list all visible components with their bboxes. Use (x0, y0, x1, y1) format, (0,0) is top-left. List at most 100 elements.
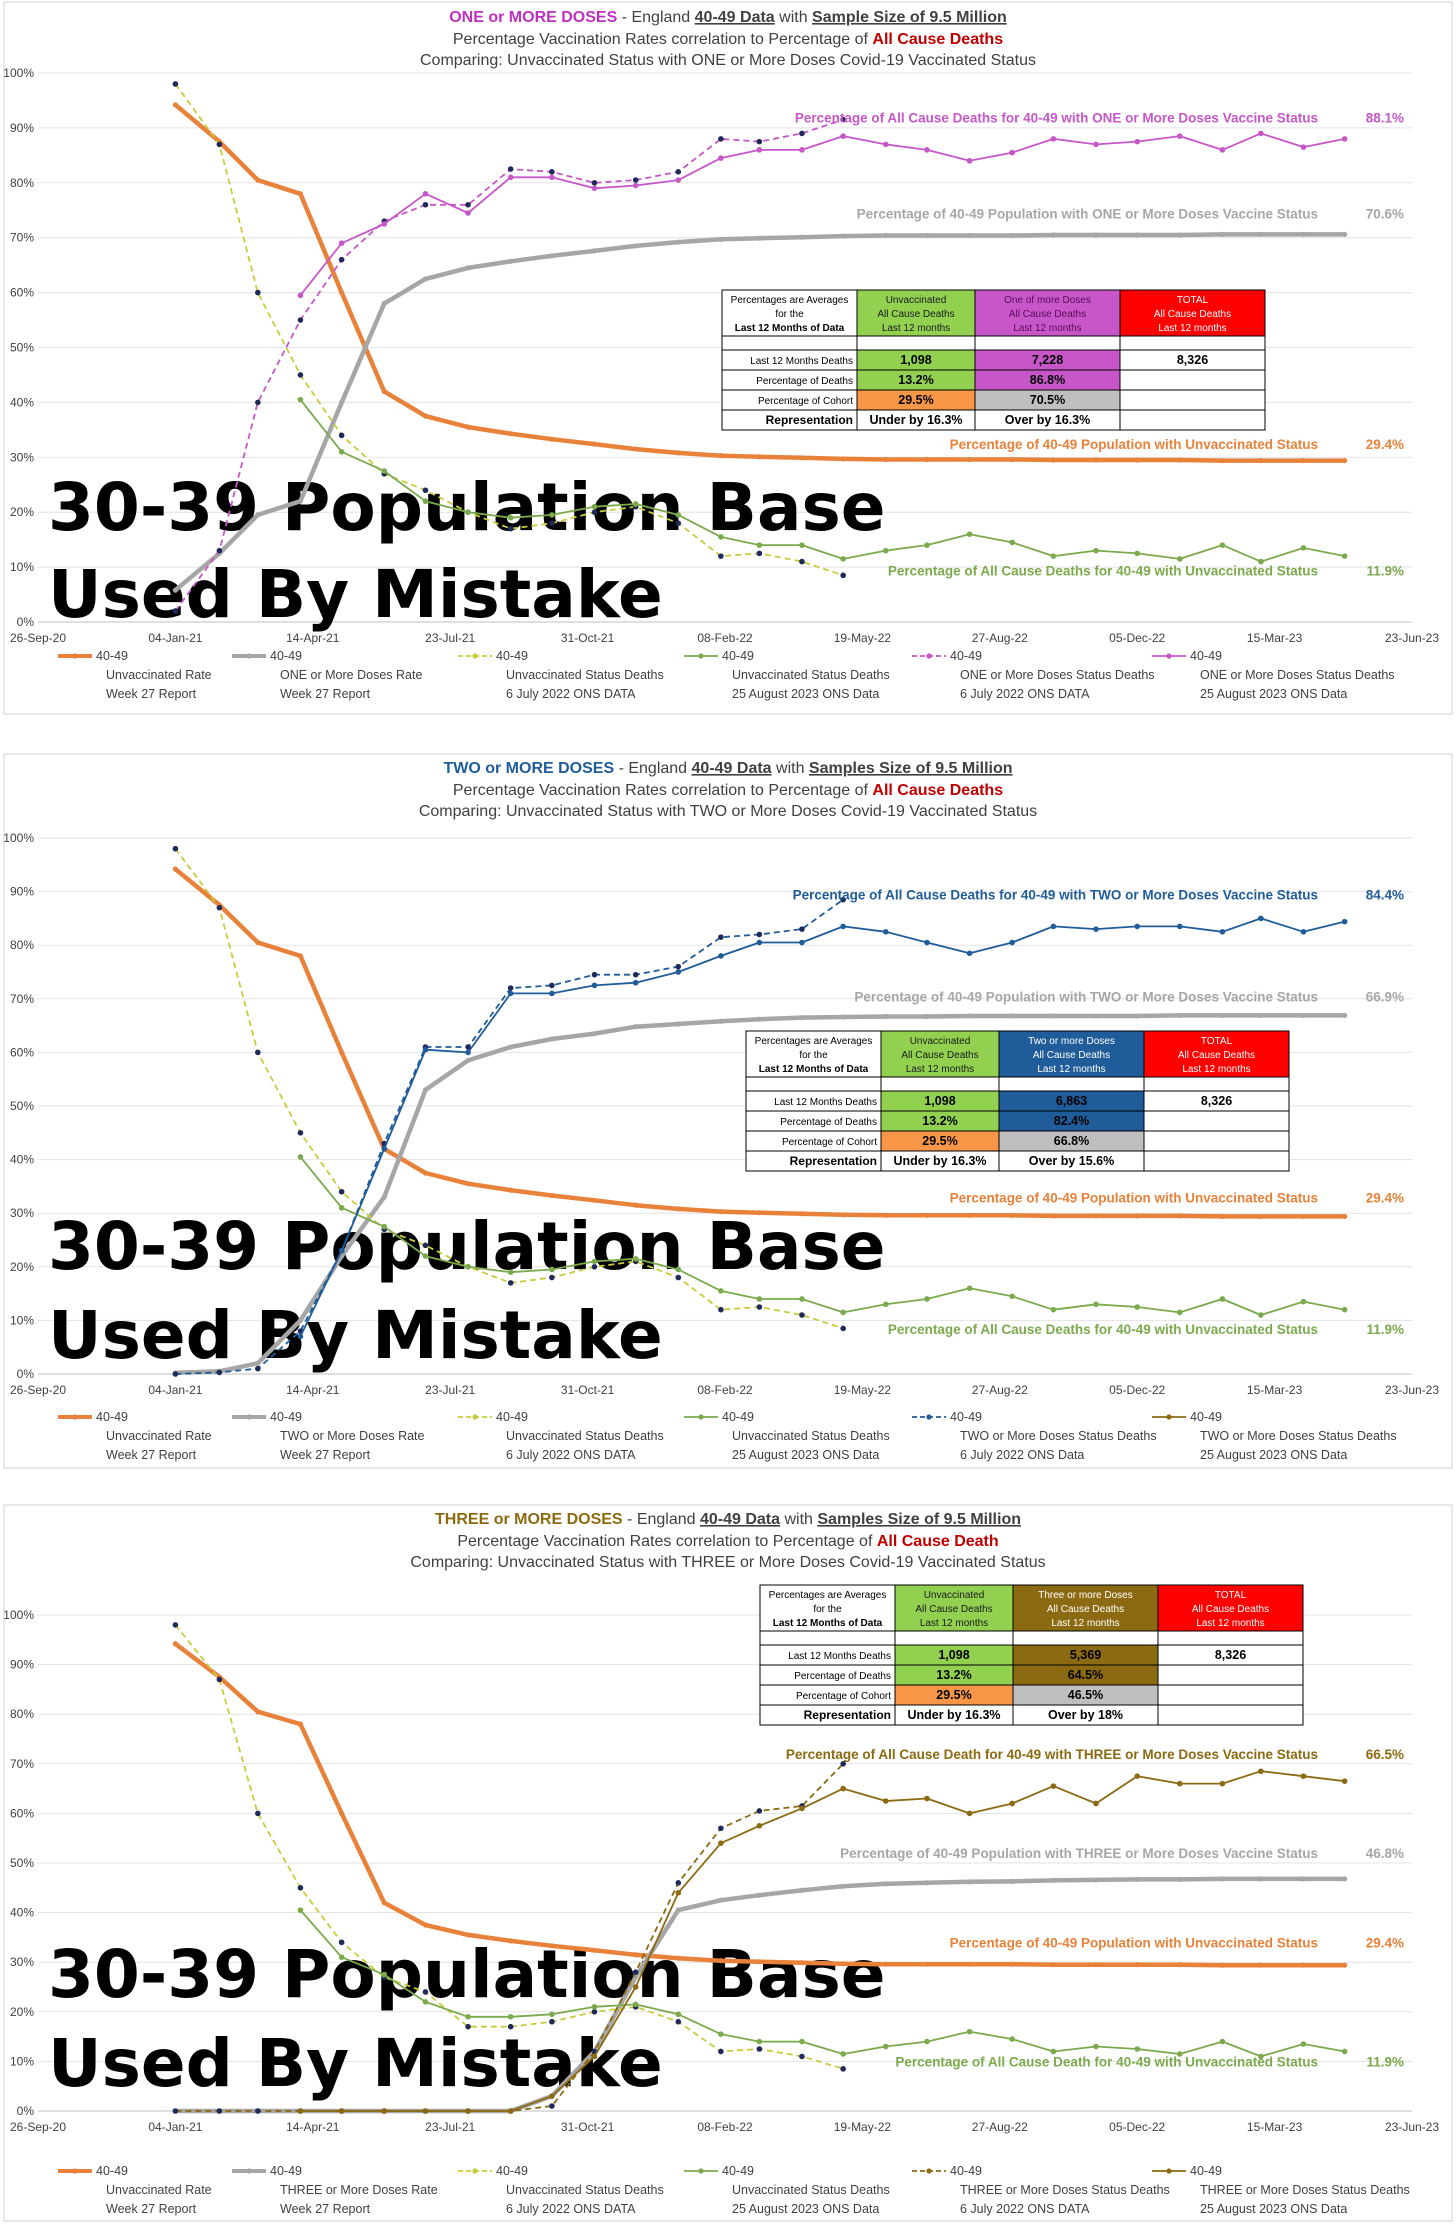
table-cell-text: Representation (790, 1154, 877, 1168)
y-tick-label: 60% (10, 1806, 34, 1820)
legend-line-1: THREE or More Doses Status Deaths (960, 2183, 1170, 2197)
table-header-text: Unvaccinated (886, 295, 947, 306)
data-point (840, 2051, 846, 2057)
data-point (840, 1785, 846, 1792)
data-point (840, 1014, 846, 1020)
data-point (339, 1049, 345, 1055)
data-point (1176, 923, 1183, 930)
series-end-label: Percentage of 40-49 Population with THRE… (840, 1846, 1318, 1861)
data-point (1093, 2043, 1099, 2050)
data-point (465, 201, 471, 208)
data-point (338, 1939, 345, 1946)
data-point (882, 1301, 889, 1308)
legend-line-2: 25 August 2023 ONS Data (732, 687, 879, 701)
data-point (883, 1013, 889, 1020)
y-tick-label: 90% (10, 121, 34, 135)
data-point (1258, 1962, 1264, 1968)
data-point (675, 1880, 682, 1886)
table-header-cell (759, 1584, 896, 1632)
data-point (172, 866, 178, 872)
legend-item: 40-49 TWO or More Doses Rate Week 27 Repor… (232, 1410, 425, 1462)
summary-table: Percentages are Averages for the Last 12 M… (759, 1584, 1304, 1726)
series-end-value: 46.8% (1366, 1846, 1404, 1861)
data-point (756, 1892, 762, 1898)
legend-line-2: 6 July 2022 ONS DATA (506, 687, 636, 701)
data-point (675, 239, 681, 245)
y-tick-label: 10% (10, 1313, 34, 1327)
legend-marker (1166, 2168, 1172, 2174)
table-cell-text: 29.5% (922, 1134, 957, 1148)
data-point (422, 413, 429, 419)
table-spacer (880, 1076, 1000, 1092)
data-point (1342, 457, 1348, 464)
x-tick-label: 23-Jul-21 (425, 631, 475, 645)
table-spacer (1012, 1630, 1159, 1646)
legend-line-1: Unvaccinated Status Deaths (732, 1429, 890, 1443)
legend-line-1: Unvaccinated Rate (106, 668, 212, 682)
y-tick-label: 0% (17, 615, 35, 629)
table-header-text: TOTAL (1201, 1036, 1233, 1047)
series-line-dose_deaths_aug (300, 1770, 1345, 2112)
watermark-line-2: Used By Mistake (48, 556, 663, 633)
table-header-cell (974, 289, 1121, 337)
table-header-text: Last 12 months (1196, 1618, 1264, 1629)
data-point (507, 985, 514, 991)
data-point (840, 233, 846, 239)
data-point (549, 982, 555, 989)
data-point (297, 498, 304, 504)
data-point (297, 372, 304, 378)
table-cell-text: 46.5% (1068, 1688, 1103, 1702)
data-point (465, 2013, 471, 2020)
data-point (1258, 1876, 1264, 1882)
table-cell-text: 8,326 (1215, 1648, 1246, 1662)
data-point (338, 432, 345, 439)
table-header-text: TOTAL (1215, 1590, 1247, 1601)
legend-line-2: 6 July 2022 ONS DATA (960, 687, 1090, 701)
data-point (924, 1880, 930, 1886)
series-end-label: Percentage of All Cause Death for 40-49 … (786, 1747, 1318, 1762)
data-point (756, 2038, 763, 2045)
table-cell-text: Under by 16.3% (907, 1708, 1000, 1722)
data-point (549, 990, 555, 997)
data-point (1258, 915, 1264, 922)
table-header-text: Last 12 months (882, 323, 950, 334)
data-point (255, 512, 261, 518)
data-point (633, 1024, 639, 1030)
data-point (1342, 1962, 1348, 1968)
table-cell-text: 6,863 (1056, 1094, 1087, 1108)
data-point (216, 904, 223, 911)
title-part: 40-49 Data (695, 9, 775, 26)
watermark-line-2: Used By Mistake (48, 1297, 663, 1374)
table-header-text: Three or more Doses (1038, 1590, 1132, 1601)
data-point (549, 2093, 555, 2099)
table-cell-text: 5,369 (1070, 1648, 1101, 1662)
data-point (1176, 133, 1183, 139)
watermark-line-2: Used By Mistake (48, 2025, 663, 2102)
x-tick-label: 08-Feb-22 (697, 631, 753, 645)
data-point (549, 1192, 555, 1199)
data-point (799, 1960, 805, 1966)
data-point (756, 1016, 762, 1022)
table-cell-text: Under by 16.3% (893, 1154, 986, 1168)
series-end-value: 70.6% (1366, 206, 1404, 221)
legend-item: 40-49 TWO or More Doses Status Deaths 6 Ju… (912, 1410, 1157, 1462)
data-point (924, 542, 930, 548)
table-cell-text: Last 12 Months Deaths (750, 356, 853, 367)
legend-line-2: 6 July 2022 ONS DATA (506, 2202, 636, 2216)
data-point (1300, 929, 1307, 935)
data-point (422, 201, 429, 208)
data-point (883, 232, 889, 239)
data-point (297, 1907, 304, 1913)
legend-marker (472, 1414, 478, 1420)
data-point (718, 953, 724, 959)
data-point (799, 939, 805, 946)
title-part: Sample Size of 9.5 Million (812, 9, 1007, 26)
data-point (632, 177, 639, 183)
data-point (799, 2038, 805, 2045)
data-point (883, 1212, 889, 1218)
table-header-text: All Cause Deaths (901, 1050, 978, 1061)
data-point (882, 1798, 889, 1804)
x-tick-label: 15-Mar-23 (1247, 631, 1303, 645)
series-end-label: Percentage of 40-49 Population with Unva… (950, 437, 1318, 452)
data-point (507, 1269, 514, 1275)
